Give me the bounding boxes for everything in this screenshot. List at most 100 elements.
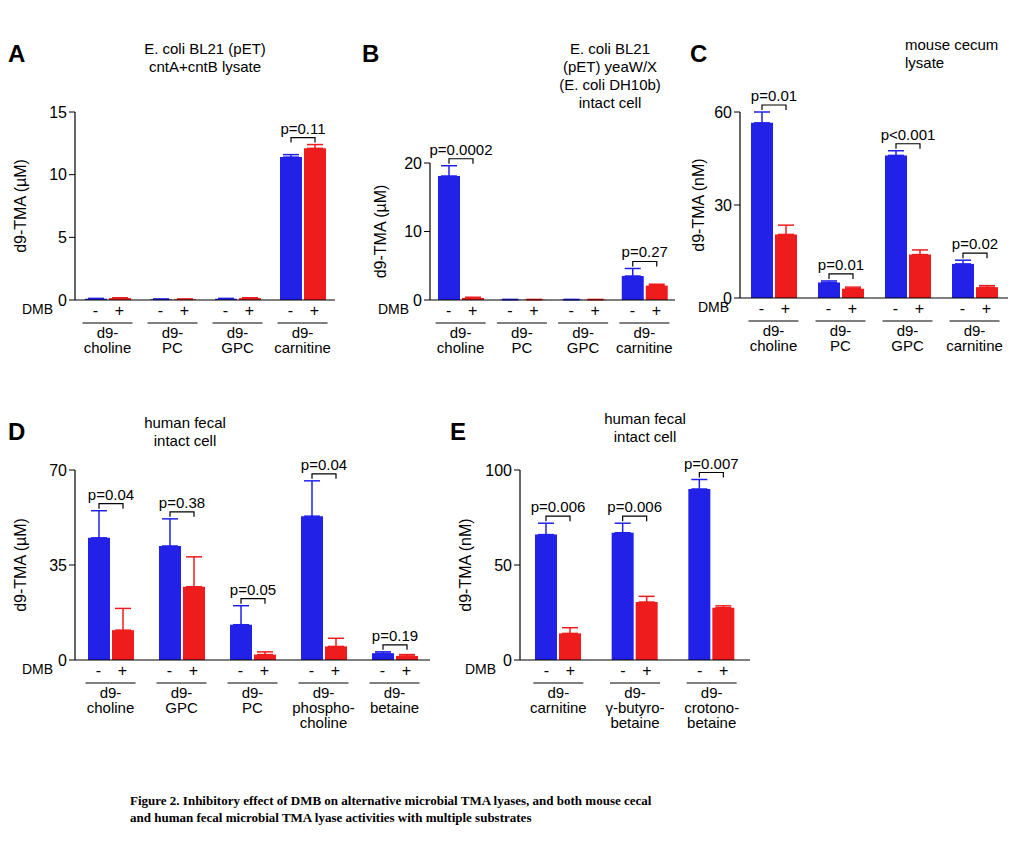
svg-text:d9-TMA (µM): d9-TMA (µM) [12, 159, 29, 253]
svg-text:-: - [446, 302, 451, 319]
svg-text:15: 15 [49, 104, 67, 121]
svg-text:50: 50 [494, 557, 512, 574]
svg-text:p=0.19: p=0.19 [372, 627, 418, 644]
svg-text:GPC: GPC [165, 699, 198, 716]
svg-text:+: + [310, 302, 319, 319]
svg-text:-: - [630, 302, 635, 319]
svg-text:PC: PC [162, 339, 183, 356]
svg-text:+: + [848, 300, 857, 317]
svg-text:p=0.02: p=0.02 [952, 235, 998, 252]
svg-text:-: - [697, 662, 702, 679]
svg-text:p=0.0002: p=0.0002 [430, 141, 493, 158]
html-text:A: A [8, 40, 26, 67]
svg-text:+: + [642, 662, 651, 679]
svg-text:d9-TMA (nM): d9-TMA (nM) [457, 518, 474, 611]
svg-text:10: 10 [404, 223, 422, 240]
svg-text:d9-TMA (nM): d9-TMA (nM) [690, 158, 707, 251]
svg-text:choline: choline [437, 339, 485, 356]
svg-text:p=0.006: p=0.006 [531, 498, 586, 515]
svg-text:5: 5 [58, 229, 67, 246]
svg-text:+: + [402, 662, 411, 679]
svg-text:-: - [759, 300, 764, 317]
svg-text:GPC: GPC [891, 337, 924, 354]
svg-text:-: - [96, 662, 101, 679]
svg-text:-: - [223, 302, 228, 319]
svg-text:+: + [180, 302, 189, 319]
svg-text:PC: PC [511, 339, 532, 356]
svg-text:-: - [826, 300, 831, 317]
svg-text:0: 0 [503, 652, 512, 669]
svg-text:p=0.38: p=0.38 [159, 494, 205, 511]
svg-text:0: 0 [413, 292, 422, 309]
svg-text:carnitine: carnitine [616, 339, 673, 356]
svg-text:+: + [982, 300, 991, 317]
svg-text:+: + [118, 662, 127, 679]
svg-text:+: + [189, 662, 198, 679]
svg-text:+: + [781, 300, 790, 317]
svg-text:70: 70 [49, 462, 67, 479]
svg-text:p<0.001: p<0.001 [881, 126, 936, 143]
svg-text:-: - [309, 662, 314, 679]
svg-text:p=0.01: p=0.01 [818, 256, 864, 273]
svg-text:+: + [468, 302, 477, 319]
svg-text:+: + [590, 302, 599, 319]
svg-text:choline: choline [84, 339, 132, 356]
svg-text:+: + [115, 302, 124, 319]
svg-text:+: + [566, 662, 575, 679]
svg-text:betaine: betaine [687, 714, 736, 731]
svg-text:p=0.04: p=0.04 [301, 456, 347, 473]
svg-text:-: - [544, 662, 549, 679]
svg-text:-: - [507, 302, 512, 319]
html-text:C: C [690, 40, 708, 67]
svg-text:p=0.006: p=0.006 [607, 498, 662, 515]
svg-text:-: - [158, 302, 163, 319]
svg-text:p=0.05: p=0.05 [230, 581, 276, 598]
svg-text:+: + [529, 302, 538, 319]
svg-text:PC: PC [830, 337, 851, 354]
svg-text:GPC: GPC [221, 339, 254, 356]
svg-text:35: 35 [49, 557, 67, 574]
svg-text:0: 0 [58, 652, 67, 669]
svg-text:p=0.11: p=0.11 [280, 120, 325, 137]
svg-text:100: 100 [485, 462, 512, 479]
svg-text:-: - [167, 662, 172, 679]
svg-text:-: - [568, 302, 573, 319]
svg-text:PC: PC [242, 699, 263, 716]
svg-text:+: + [719, 662, 728, 679]
svg-text:+: + [915, 300, 924, 317]
svg-text:60: 60 [714, 104, 732, 121]
svg-text:0: 0 [58, 292, 67, 309]
svg-text:GPC: GPC [567, 339, 600, 356]
svg-text:+: + [260, 662, 269, 679]
svg-text:d9-TMA (µM): d9-TMA (µM) [372, 185, 389, 279]
svg-text:p=0.04: p=0.04 [88, 486, 134, 503]
svg-text:betaine: betaine [370, 699, 419, 716]
svg-text:+: + [652, 302, 661, 319]
svg-text:+: + [245, 302, 254, 319]
svg-text:-: - [238, 662, 243, 679]
svg-text:carnitine: carnitine [274, 339, 331, 356]
svg-text:carnitine: carnitine [530, 699, 587, 716]
svg-text:choline: choline [750, 337, 798, 354]
svg-text:betaine: betaine [610, 714, 659, 731]
svg-text:-: - [620, 662, 625, 679]
svg-text:p=0.007: p=0.007 [684, 455, 739, 472]
svg-text:20: 20 [404, 155, 422, 172]
svg-text:carnitine: carnitine [946, 337, 1003, 354]
svg-text:-: - [380, 662, 385, 679]
svg-text:p=0.01: p=0.01 [751, 87, 797, 104]
svg-text:+: + [331, 662, 340, 679]
svg-text:-: - [93, 302, 98, 319]
svg-text:p=0.27: p=0.27 [622, 243, 668, 260]
svg-text:d9-: d9- [96, 324, 119, 341]
svg-text:30: 30 [714, 197, 732, 214]
svg-text:-: - [960, 300, 965, 317]
svg-text:choline: choline [87, 699, 135, 716]
svg-text:-: - [893, 300, 898, 317]
svg-text:d9-TMA (µM): d9-TMA (µM) [12, 518, 29, 612]
svg-text:choline: choline [300, 714, 348, 731]
svg-text:-: - [288, 302, 293, 319]
html-text:B: B [362, 40, 380, 67]
svg-text:10: 10 [49, 166, 67, 183]
html-text:D: D [8, 418, 26, 445]
